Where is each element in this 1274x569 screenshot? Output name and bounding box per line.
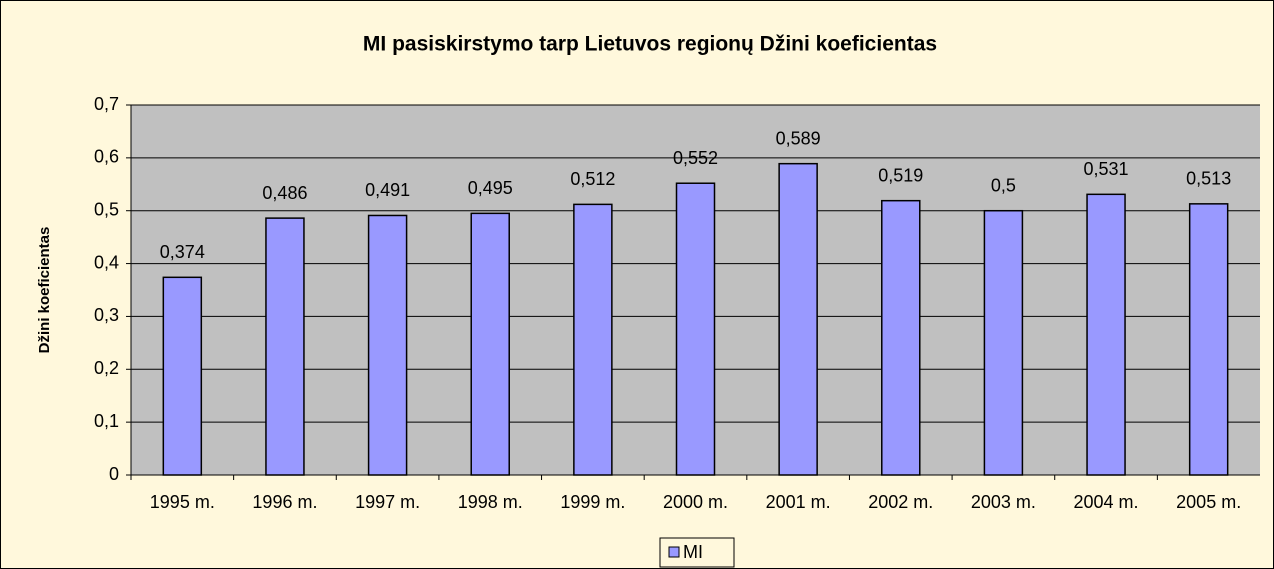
y-axis-label: Džini koeficientas: [36, 227, 53, 354]
bar: [881, 199, 921, 476]
bar: [983, 209, 1024, 476]
x-tick-label: 1998 m.: [458, 492, 523, 512]
x-tick-label: 2005 m.: [1176, 492, 1241, 512]
y-tick-label: 0,5: [94, 199, 119, 219]
x-tick-label: 1995 m.: [150, 492, 215, 512]
chart-title: MI pasiskirstymo tarp Lietuvos regionų D…: [363, 33, 937, 56]
value-label: 0,5: [991, 175, 1016, 195]
y-tick-label: 0,3: [94, 305, 119, 325]
y-tick-label: 0: [109, 464, 119, 484]
x-tick-label: 2000 m.: [663, 492, 728, 512]
y-tick-label: 0,7: [94, 94, 119, 114]
x-tick-label: 1996 m.: [252, 492, 317, 512]
bar: [1188, 203, 1229, 476]
value-label: 0,552: [673, 148, 718, 168]
y-tick-label: 0,2: [94, 358, 119, 378]
x-tick-label: 2003 m.: [971, 492, 1036, 512]
value-label: 0,513: [1186, 169, 1231, 189]
bar: [675, 182, 716, 476]
bar: [573, 203, 613, 476]
value-label: 0,531: [1084, 159, 1129, 179]
y-tick-label: 0,4: [94, 252, 119, 272]
value-label: 0,589: [776, 128, 821, 148]
value-label: 0,374: [160, 242, 205, 262]
value-label: 0,491: [365, 180, 410, 200]
x-tick-label: 2001 m.: [766, 492, 831, 512]
x-tick-label: 2002 m.: [868, 492, 933, 512]
bar: [778, 162, 818, 476]
value-label: 0,495: [468, 178, 513, 198]
x-tick-label: 1999 m.: [560, 492, 625, 512]
legend-swatch: [668, 546, 680, 558]
bar: [1086, 193, 1126, 476]
x-tick-label: 1997 m.: [355, 492, 420, 512]
legend-label: MI: [683, 542, 703, 562]
y-tick-label: 0,1: [94, 411, 119, 431]
bar: [470, 212, 510, 476]
value-label: 0,519: [878, 165, 923, 185]
bar: [162, 276, 203, 476]
value-label: 0,512: [570, 169, 615, 189]
x-tick-label: 2004 m.: [1074, 492, 1139, 512]
y-tick-label: 0,6: [94, 147, 119, 167]
value-label: 0,486: [262, 183, 307, 203]
bar: [367, 214, 408, 476]
bar: [265, 217, 305, 476]
